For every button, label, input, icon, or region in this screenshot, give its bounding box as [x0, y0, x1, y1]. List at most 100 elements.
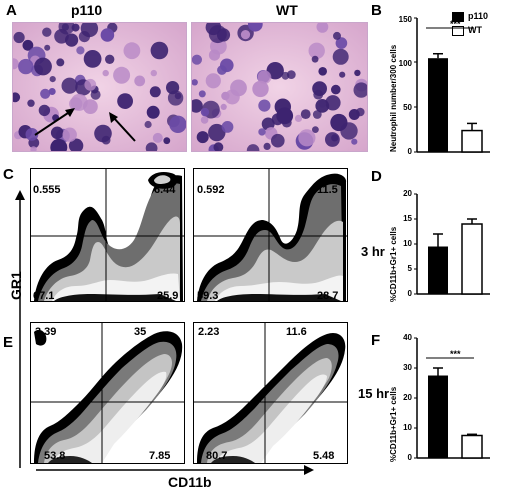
cell-nucleus	[123, 42, 141, 60]
quadrant-value: 11.5	[317, 184, 338, 196]
bar-chart-b: ***	[414, 17, 490, 153]
cell-nucleus	[166, 81, 180, 95]
panel-f-ytick: 40	[403, 333, 412, 342]
cell-nucleus	[169, 115, 186, 133]
cell-nucleus	[247, 23, 263, 32]
cell-nucleus	[200, 107, 210, 117]
flow-plot-e-wt	[193, 322, 348, 464]
cell-nucleus	[200, 116, 209, 124]
quadrant-value: 6.44	[154, 184, 176, 196]
cell-nucleus	[192, 99, 203, 113]
cell-nucleus	[102, 69, 109, 77]
quadrant-value: 28.7	[317, 290, 339, 302]
cell-nucleus	[312, 110, 322, 119]
cell-nucleus	[208, 49, 221, 61]
flow-plot-e-p110	[30, 322, 185, 464]
cell-nucleus	[351, 138, 358, 145]
cell-nucleus	[38, 104, 51, 117]
significance-marker: ***	[450, 19, 461, 29]
cell-nucleus	[70, 93, 88, 111]
cell-nucleus	[13, 31, 25, 44]
cell-nucleus	[48, 88, 56, 95]
bar-d-p110	[428, 246, 448, 294]
cell-nucleus	[56, 58, 65, 67]
cell-nucleus	[221, 91, 230, 101]
arrow-icon	[109, 112, 136, 142]
cell-nucleus	[100, 28, 115, 42]
cell-nucleus	[42, 27, 52, 37]
panel-f-ytick: 10	[403, 423, 412, 432]
quadrant-value: 2.23	[198, 326, 220, 338]
panel-b-ytick: 150	[398, 15, 412, 24]
cell-nucleus	[62, 127, 77, 142]
panel-b-ytick: 0	[407, 147, 412, 156]
panel-d-ytick: 0	[407, 289, 412, 298]
cell-nucleus	[263, 142, 271, 150]
cell-nucleus	[34, 57, 52, 76]
gr1-axis-arrow	[15, 190, 25, 468]
cell-nucleus	[76, 46, 85, 55]
cell-nucleus	[339, 71, 346, 78]
cell-nucleus	[65, 33, 79, 47]
panel-a-left-title: p110	[71, 2, 103, 18]
cell-nucleus	[294, 114, 303, 122]
quadrant-value: 11.6	[286, 326, 307, 338]
panel-b-letter: B	[371, 2, 382, 19]
cell-nucleus	[308, 42, 325, 59]
legend-label-wt: WT	[468, 25, 482, 35]
quadrant-value: 53.8	[44, 450, 66, 462]
cell-nucleus	[258, 99, 271, 112]
cell-nucleus	[198, 90, 206, 98]
cell-nucleus	[134, 75, 146, 87]
panel-d-ytick: 5	[407, 264, 412, 273]
cell-nucleus	[49, 76, 56, 83]
quadrant-value: 25.9	[157, 290, 179, 302]
cell-nucleus	[113, 66, 131, 84]
cell-nucleus	[13, 92, 21, 103]
quadrant-value: 0.592	[197, 184, 225, 196]
cell-nucleus	[13, 58, 19, 70]
panel-d-letter: D	[371, 168, 382, 185]
quadrant-value: 3.39	[35, 326, 57, 338]
legend-label-p110: p110	[468, 11, 489, 21]
panel-b-ytick: 100	[398, 59, 412, 68]
time-label-3hr: 3 hr	[361, 244, 385, 259]
cell-nucleus	[252, 80, 269, 98]
cell-nucleus	[144, 120, 152, 129]
cell-nucleus	[61, 77, 78, 94]
cell-nucleus	[61, 23, 69, 31]
cell-nucleus	[145, 142, 158, 151]
cell-nucleus	[44, 44, 51, 51]
panel-f-ytick: 20	[403, 393, 412, 402]
cell-nucleus	[84, 78, 97, 91]
cell-nucleus	[353, 82, 367, 98]
quadrant-value: 59.3	[197, 290, 219, 302]
time-label-15hr: 15 hr	[358, 386, 390, 401]
cell-nucleus	[331, 84, 341, 95]
quadrant-value: 5.48	[313, 450, 335, 462]
cell-nucleus	[192, 79, 198, 86]
legend-swatch-wt	[452, 26, 464, 36]
significance-marker: ***	[450, 349, 461, 359]
cell-nucleus	[105, 54, 115, 64]
panel-f-ytick: 30	[403, 363, 412, 372]
cell-nucleus	[258, 128, 266, 136]
cell-nucleus	[325, 132, 340, 147]
cell-nucleus	[240, 30, 251, 40]
quadrant-value: 80.7	[206, 450, 228, 462]
panel-d-ytick: 15	[403, 214, 412, 223]
cell-nucleus	[150, 69, 157, 77]
cell-nucleus	[205, 73, 221, 89]
bar-d-wt	[461, 223, 483, 295]
cell-nucleus	[94, 124, 112, 143]
bar-chart-d	[414, 193, 490, 295]
panel-d-ytick: 10	[403, 239, 412, 248]
cell-nucleus	[246, 144, 260, 151]
cell-nucleus	[146, 105, 160, 119]
bar-f-p110	[428, 375, 448, 458]
cell-nucleus	[68, 138, 84, 151]
cell-nucleus	[312, 81, 327, 96]
panel-b-ytick: 50	[403, 103, 412, 112]
cell-nucleus	[18, 58, 34, 75]
flow-plot-c-p110	[30, 168, 185, 302]
